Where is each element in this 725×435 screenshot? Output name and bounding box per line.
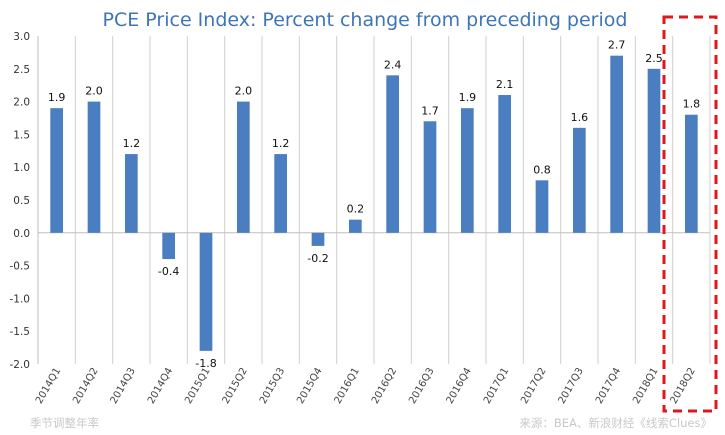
data-label: 1.7 [421,104,439,117]
x-tick-label: 2015Q3 [258,366,287,406]
bar-2015q4 [311,232,325,246]
x-tick-label: 2014Q2 [71,366,100,406]
bar-2017q2 [535,180,549,233]
chart-title: PCE Price Index: Percent change from pre… [103,9,628,31]
data-label: 2.1 [496,78,514,91]
data-label: 1.9 [459,91,477,104]
data-label: -1.8 [195,357,216,370]
bar-2015q2 [236,101,250,233]
x-tick-label: 2017Q3 [557,366,586,406]
x-tick-label: 2015Q1 [183,366,212,406]
x-axis: 2014Q1 2014Q2 2014Q3 2014Q4 2015Q1 2015Q2 2015… [34,366,698,406]
bar-2014q2 [87,101,101,233]
data-label: 2.0 [85,85,103,98]
y-tick-label: 2.0 [13,97,30,109]
y-tick-label: 1.0 [13,162,30,174]
data-label: 1.2 [272,137,290,150]
y-tick-label: 3.0 [13,31,30,43]
bar-2016q2 [386,75,400,233]
bar-2014q3 [124,154,138,233]
data-label: -0.2 [307,252,328,265]
bar-2015q1 [199,232,213,351]
data-label: 1.2 [123,137,141,150]
data-label: 2.0 [235,85,253,98]
x-tick-label: 2018Q1 [631,366,660,406]
bar-2014q1 [50,108,64,233]
y-tick-label: 1.5 [13,129,30,141]
x-tick-label: 2017Q4 [594,366,623,406]
bar-2017q1 [498,95,512,233]
bar-2018q1 [647,68,661,233]
bar-2018q2 [684,114,698,233]
data-labels: 1.9 2.0 1.2 -0.4 -1.8 2.0 1.2 -0.2 0.2 2.4 1.7 1.9 2… [48,39,700,370]
grid [37,36,711,364]
bars [50,55,698,351]
data-label: 2.7 [608,39,626,52]
x-tick-label: 2016Q2 [370,366,399,406]
bar-2014q4 [162,232,176,260]
bar-2015q3 [274,154,288,233]
footnote-seasonal: 季节调整年率 [30,416,99,430]
data-label: 0.8 [533,163,551,176]
data-label: 1.9 [48,91,66,104]
data-label: 2.5 [645,52,663,65]
x-tick-label: 2015Q4 [295,366,324,406]
footnote-source: 来源：BEA、新浪财经《线索Clues》 [519,416,712,430]
x-tick-label: 2017Q2 [519,366,548,406]
bar-2016q4 [460,108,474,233]
y-axis: 3.0 2.5 2.0 1.5 1.0 0.5 0.0 -0.5 -1.0 -1.5 -2.0 [10,31,31,371]
x-tick-label: 2015Q2 [221,366,250,406]
x-tick-label: 2016Q1 [333,366,362,406]
x-tick-label: 2016Q4 [445,366,474,406]
data-label: 0.2 [347,203,365,216]
y-tick-label: 2.5 [13,64,30,76]
x-tick-label: 2014Q4 [146,366,175,406]
x-tick-label: 2014Q1 [34,366,63,406]
data-label: -0.4 [158,265,179,278]
y-tick-label: -1.5 [10,326,31,338]
y-tick-label: -1.0 [10,293,31,305]
bar-2016q1 [348,219,362,233]
data-label: 1.8 [683,98,701,111]
data-label: 1.6 [571,111,589,124]
y-tick-label: 0.5 [13,195,30,207]
highlight-box-2018q2 [662,15,718,413]
bar-2017q4 [610,55,624,233]
y-tick-label: -2.0 [10,359,31,371]
x-tick-label: 2017Q1 [482,366,511,406]
x-tick-label: 2014Q3 [109,366,138,406]
data-label: 2.4 [384,58,402,71]
y-tick-label: 0.0 [13,228,30,240]
x-tick-label: 2016Q3 [407,366,436,406]
bar-2016q3 [423,121,437,233]
bar-2017q3 [572,127,586,233]
y-tick-label: -0.5 [10,261,31,273]
x-tick-label: 2018Q2 [669,366,698,406]
